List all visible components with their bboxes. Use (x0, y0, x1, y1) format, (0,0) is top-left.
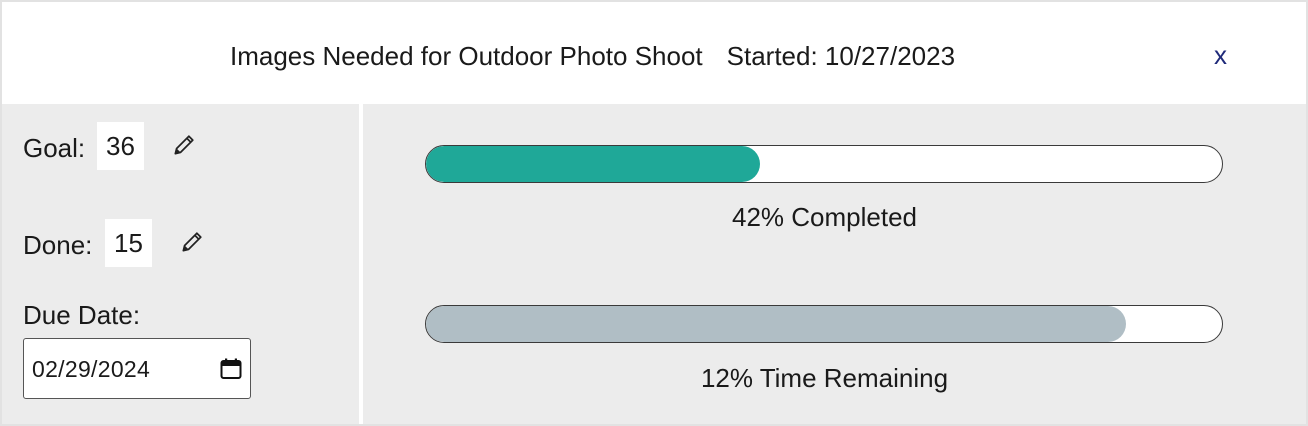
panel-divider (359, 104, 363, 424)
progress-panel: 42% Completed 12% Time Remaining (363, 104, 1306, 424)
edit-done-icon[interactable] (179, 229, 205, 255)
done-value: 15 (105, 219, 152, 267)
goal-label: Goal: (23, 133, 86, 163)
time-remaining-label: 12% Time Remaining (700, 363, 949, 393)
started-date: Started: 10/27/2023 (726, 41, 956, 71)
card-title: Images Needed for Outdoor Photo Shoot Sta… (230, 41, 955, 71)
close-button[interactable]: x (1214, 40, 1227, 70)
time-progress-fill (426, 306, 1127, 342)
settings-panel: Goal: 36 Done: 15 Due Date: 02/29/2024 (2, 104, 359, 424)
completed-progress-bar (425, 145, 1223, 183)
goal-value: 36 (97, 122, 144, 170)
done-label: Done: (23, 230, 93, 260)
time-progress-bar (425, 305, 1223, 343)
calendar-icon[interactable] (220, 358, 242, 380)
card-header: Images Needed for Outdoor Photo Shoot Sta… (2, 2, 1306, 104)
due-date-input[interactable]: 02/29/2024 (23, 338, 251, 399)
edit-goal-icon[interactable] (171, 132, 197, 158)
completed-progress-fill (426, 146, 761, 182)
due-date-label: Due Date: (23, 300, 141, 330)
completed-label: 42% Completed (732, 202, 917, 232)
due-date-value: 02/29/2024 (32, 356, 151, 382)
title-text: Images Needed for Outdoor Photo Shoot (230, 41, 703, 71)
